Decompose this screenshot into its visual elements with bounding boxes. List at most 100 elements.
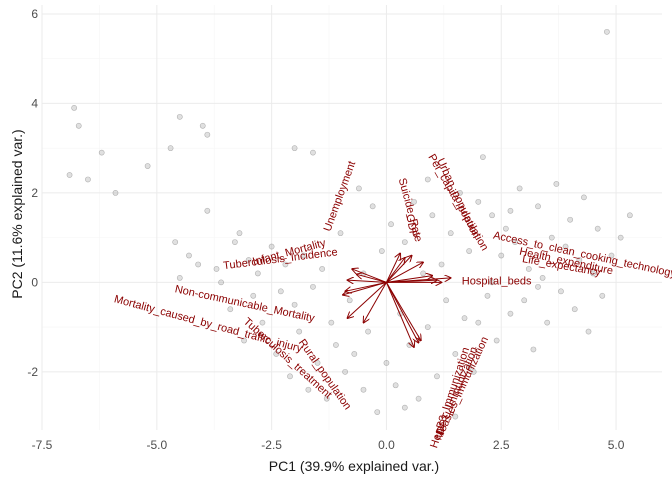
- data-point: [355, 185, 362, 192]
- data-point: [273, 351, 280, 357]
- data-point: [296, 328, 303, 335]
- loading-label: GDP: [403, 213, 419, 239]
- data-point: [466, 364, 473, 371]
- x-tick-label: 0.0: [378, 438, 395, 452]
- y-axis-title: PC2 (11.6% explained var.): [9, 129, 25, 298]
- observation-points: [66, 28, 633, 420]
- data-point: [539, 274, 546, 281]
- data-point: [626, 212, 633, 219]
- data-point: [457, 189, 463, 196]
- loading-arrow: [352, 269, 387, 283]
- data-point: [112, 189, 119, 196]
- data-point: [337, 230, 344, 237]
- data-point: [199, 122, 206, 129]
- data-point: [176, 113, 183, 120]
- data-point: [548, 234, 555, 241]
- data-point: [392, 382, 399, 389]
- data-point: [507, 207, 514, 214]
- loading-label: Hospital_beds: [462, 276, 532, 288]
- data-point: [365, 328, 371, 335]
- data-point: [71, 104, 78, 111]
- y-axis-ticks: -2 0 2 4 6: [27, 7, 38, 379]
- data-point: [300, 252, 307, 259]
- data-point: [204, 207, 211, 214]
- data-point: [603, 28, 610, 35]
- data-point: [512, 239, 518, 246]
- data-point: [493, 337, 500, 344]
- data-point: [176, 274, 183, 281]
- data-point: [346, 297, 353, 304]
- data-point: [594, 225, 601, 232]
- y-tick-label: -2: [27, 365, 38, 379]
- data-point: [498, 252, 505, 259]
- loading-arrow: [386, 278, 450, 283]
- data-point: [484, 292, 491, 299]
- data-point: [195, 261, 202, 268]
- data-point: [581, 194, 587, 201]
- data-point: [374, 409, 381, 416]
- data-point: [475, 319, 482, 326]
- loading-arrow: [386, 256, 411, 283]
- data-point: [447, 230, 454, 237]
- data-point: [245, 257, 252, 263]
- data-point: [475, 198, 482, 205]
- data-point: [434, 373, 440, 380]
- loading-arrow: [386, 282, 420, 340]
- data-point: [287, 373, 293, 380]
- data-point: [144, 163, 151, 169]
- data-point: [470, 368, 477, 375]
- loading-arrow: [385, 282, 414, 347]
- data-point: [268, 243, 275, 250]
- data-point: [530, 346, 537, 353]
- data-point: [452, 413, 459, 420]
- data-point: [305, 386, 312, 393]
- data-point: [310, 283, 316, 290]
- data-point: [342, 368, 349, 375]
- data-point: [608, 252, 615, 259]
- loading-arrow: [357, 274, 387, 283]
- data-point: [383, 359, 390, 366]
- data-point: [388, 221, 394, 228]
- data-point: [310, 149, 316, 156]
- data-point: [291, 145, 298, 152]
- data-point: [218, 279, 225, 286]
- y-tick-label: 6: [31, 7, 38, 21]
- data-point: [314, 359, 321, 366]
- data-point: [489, 279, 495, 286]
- data-point: [378, 248, 385, 254]
- data-point: [507, 310, 514, 317]
- loading-arrow: [386, 258, 404, 283]
- data-point: [231, 239, 238, 246]
- data-point: [351, 351, 358, 357]
- x-axis-ticks: -7.5 -5.0 -2.5 0.0 2.5 5.0: [32, 438, 625, 452]
- data-point: [328, 319, 335, 326]
- data-point: [424, 324, 431, 331]
- data-point: [323, 395, 330, 402]
- data-point: [521, 297, 528, 304]
- y-tick-label: 4: [31, 96, 38, 110]
- data-point: [571, 306, 578, 313]
- data-point: [172, 239, 179, 246]
- data-point: [466, 248, 473, 254]
- data-point: [254, 270, 261, 277]
- data-point: [282, 261, 289, 268]
- data-point: [502, 225, 509, 232]
- loading-arrow: [343, 281, 387, 295]
- x-tick-label: -2.5: [261, 438, 282, 452]
- loading-arrow: [386, 282, 418, 342]
- data-point: [438, 261, 445, 268]
- loading-arrow: [347, 280, 387, 282]
- x-tick-label: 2.5: [493, 438, 510, 452]
- data-point: [213, 266, 220, 272]
- data-point: [576, 257, 583, 263]
- data-point: [553, 181, 560, 187]
- data-point: [535, 283, 541, 290]
- loading-arrow: [386, 276, 432, 283]
- data-point: [360, 386, 367, 393]
- data-point: [535, 203, 541, 210]
- data-point: [516, 185, 523, 192]
- data-point: [415, 395, 422, 402]
- data-point: [461, 315, 468, 322]
- data-point: [544, 319, 551, 326]
